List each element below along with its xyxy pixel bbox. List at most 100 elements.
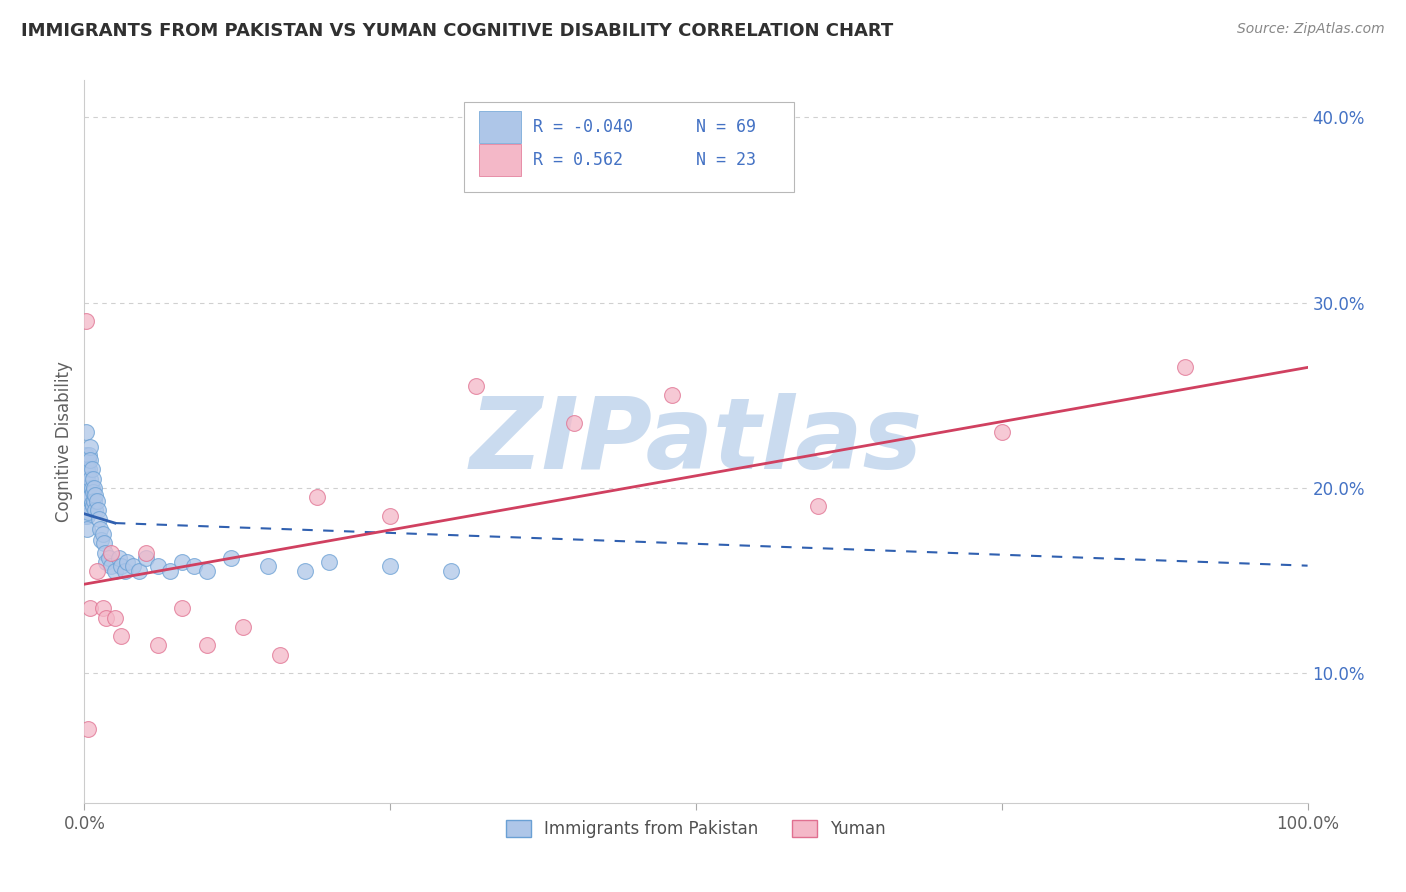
Point: [104, 564, 127, 578]
Point: [807, 500, 830, 514]
Point: [107, 551, 129, 566]
Point: [75, 490, 97, 504]
Point: [86, 493, 108, 508]
Point: [146, 638, 169, 652]
Point: [84, 503, 107, 517]
Point: [83, 493, 105, 508]
Point: [82, 472, 104, 486]
Point: [80, 496, 103, 510]
Point: [83, 481, 105, 495]
Point: [1174, 360, 1197, 375]
Point: [135, 546, 157, 560]
Point: [75, 481, 97, 495]
Point: [464, 379, 486, 393]
Point: [269, 648, 291, 662]
Text: R = -0.040: R = -0.040: [533, 119, 633, 136]
Point: [80, 462, 103, 476]
Point: [305, 490, 328, 504]
Point: [100, 546, 122, 560]
Point: [76, 484, 98, 499]
Point: [146, 558, 169, 573]
Point: [87, 512, 110, 526]
Point: [172, 555, 194, 569]
Point: [77, 490, 100, 504]
Point: [79, 440, 101, 454]
Point: [122, 558, 145, 573]
Text: N = 23: N = 23: [696, 151, 756, 169]
Point: [82, 500, 104, 514]
Point: [77, 453, 100, 467]
Point: [75, 496, 97, 510]
Point: [82, 484, 104, 499]
Point: [219, 551, 242, 566]
Point: [195, 564, 218, 578]
Point: [73, 508, 96, 523]
Point: [91, 527, 114, 541]
Point: [75, 481, 97, 495]
Text: ZIPatlas: ZIPatlas: [470, 393, 922, 490]
Point: [77, 448, 100, 462]
Point: [380, 508, 402, 523]
Text: IMMIGRANTS FROM PAKISTAN VS YUMAN COGNITIVE DISABILITY CORRELATION CHART: IMMIGRANTS FROM PAKISTAN VS YUMAN COGNIT…: [21, 22, 893, 40]
Point: [195, 638, 218, 652]
Point: [100, 558, 122, 573]
Point: [380, 558, 402, 573]
Point: [91, 601, 114, 615]
Point: [77, 493, 100, 508]
Point: [75, 314, 97, 328]
Text: Source: ZipAtlas.com: Source: ZipAtlas.com: [1237, 22, 1385, 37]
Point: [79, 453, 101, 467]
Point: [79, 490, 101, 504]
Point: [114, 564, 136, 578]
Point: [232, 620, 254, 634]
Point: [77, 462, 100, 476]
Point: [661, 388, 683, 402]
Point: [104, 610, 127, 624]
Point: [97, 551, 120, 566]
Point: [77, 481, 100, 495]
Point: [75, 503, 97, 517]
Point: [115, 555, 138, 569]
Point: [135, 551, 157, 566]
FancyBboxPatch shape: [479, 112, 522, 143]
Point: [76, 472, 98, 486]
Point: [76, 508, 98, 523]
Point: [183, 558, 205, 573]
Point: [90, 533, 112, 547]
Point: [159, 564, 181, 578]
Point: [76, 522, 98, 536]
FancyBboxPatch shape: [479, 144, 522, 176]
Point: [172, 601, 194, 615]
Point: [318, 555, 340, 569]
Point: [75, 448, 97, 462]
FancyBboxPatch shape: [464, 102, 794, 193]
Point: [440, 564, 463, 578]
Point: [257, 558, 280, 573]
Point: [77, 505, 100, 519]
Point: [93, 536, 115, 550]
Point: [86, 564, 108, 578]
Point: [89, 522, 111, 536]
Point: [77, 722, 100, 736]
Point: [75, 466, 97, 480]
Point: [991, 425, 1014, 440]
Point: [96, 610, 118, 624]
Point: [87, 503, 110, 517]
Point: [110, 629, 132, 643]
Text: N = 69: N = 69: [696, 119, 756, 136]
Text: R = 0.562: R = 0.562: [533, 151, 623, 169]
Point: [128, 564, 150, 578]
Point: [76, 496, 98, 510]
Point: [562, 416, 585, 430]
Point: [79, 601, 101, 615]
Point: [76, 462, 98, 476]
Point: [294, 564, 316, 578]
Point: [79, 472, 101, 486]
Point: [84, 488, 107, 502]
Point: [73, 490, 96, 504]
Point: [80, 481, 103, 495]
Legend: Immigrants from Pakistan, Yuman: Immigrants from Pakistan, Yuman: [499, 814, 893, 845]
Point: [77, 481, 100, 495]
Point: [110, 558, 132, 573]
Point: [77, 466, 100, 480]
